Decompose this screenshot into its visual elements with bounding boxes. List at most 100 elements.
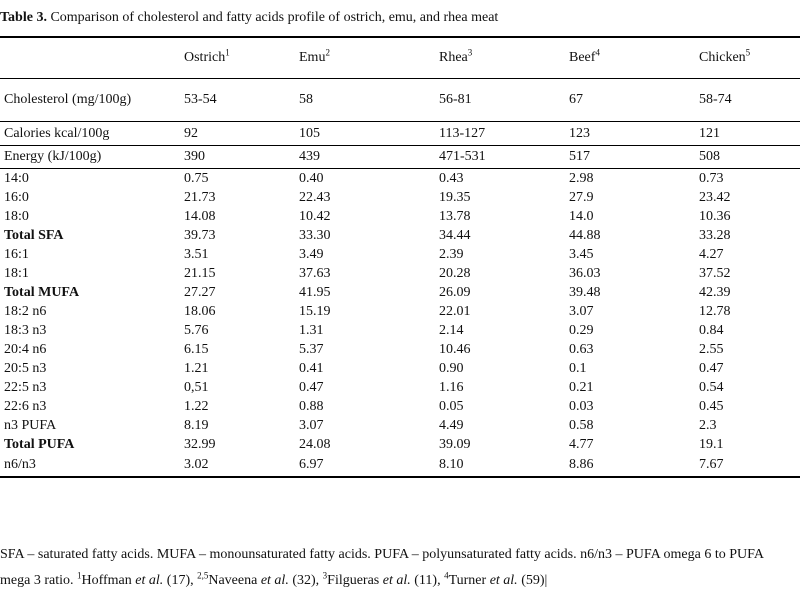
table-cell: 10.46 [439,342,471,357]
table-cell: 42.39 [699,285,731,300]
row-label: n3 PUFA [4,418,57,433]
table-cell: 92 [180,121,295,146]
table-row: n3 PUFA 8.19 3.07 4.49 0.58 2.3 [0,416,800,435]
table-cell: 14.0 [569,209,594,224]
row-label: 18:2 n6 [4,304,47,319]
header-cell: Ostrich1 [180,36,295,79]
table-row: n6/n3 3.02 6.97 8.10 8.86 7.67 [0,454,800,478]
table-cell: 0.41 [299,361,324,376]
table-cell: 7.67 [695,454,800,478]
table-row: 20:4 n6 6.15 5.37 10.46 0.63 2.55 [0,340,800,359]
table-cell: 18.06 [184,304,216,319]
table-row: 18:3 n3 5.76 1.31 2.14 0.29 0.84 [0,321,800,340]
table-cell: 0.47 [299,380,324,395]
row-label: 18:3 n3 [4,323,47,338]
table-cell: 0.54 [699,380,724,395]
row-label: 16:1 [4,247,29,262]
table-cell: 3.45 [569,247,594,262]
table-cell: 10.36 [699,209,731,224]
table-cell: 58 [295,78,435,122]
table-footnote: SFA – saturated fatty acids. MUFA – mono… [0,542,800,594]
table-cell: 0.73 [699,171,724,186]
header-cell: Emu2 [295,36,435,79]
table-cell: 37.52 [699,266,731,281]
table-row: Total SFA 39.73 33.30 34.44 44.88 33.28 [0,226,800,245]
footnote-line-2: mega 3 ratio. 1Hoffman et al. (17), 2,5N… [0,570,548,588]
table-cell: 121 [695,121,800,146]
table-caption: Table 3. Comparison of cholesterol and f… [0,10,498,26]
table-cell: 37.63 [299,266,331,281]
table-cell: 2.98 [569,171,594,186]
table-cell: 2.14 [439,323,464,338]
row-label: 20:5 n3 [4,361,47,376]
table-cell: 4.49 [439,418,464,433]
row-label: Cholesterol (mg/100g) [0,78,180,122]
table-cell: 0,51 [184,380,209,395]
table-cell: 1.31 [299,323,324,338]
table-cell: 0.21 [569,380,594,395]
header-cell: Beef4 [565,36,695,79]
table-cell: 0.1 [569,361,587,376]
table-cell: 1.22 [184,399,209,414]
table-cell: 23.42 [699,190,731,205]
table-cell: 508 [695,145,800,169]
table-row: Calories kcal/100g 92 105 113-127 123 121 [0,121,800,146]
row-label: n6/n3 [0,454,180,478]
table-cell: 3.07 [299,418,324,433]
row-label: 14:0 [4,171,29,186]
table-cell: 0.75 [184,171,209,186]
table-cell: 439 [295,145,435,169]
table-row: 18:0 14.08 10.42 13.78 14.0 10.36 [0,207,800,226]
table-row: Energy (kJ/100g) 390 439 471-531 517 508 [0,145,800,169]
row-label: Energy (kJ/100g) [0,145,180,169]
header-row: Ostrich1 Emu2 Rhea3 Beef4 Chicken5 [0,36,800,79]
table-row: 16:0 21.73 22.43 19.35 27.9 23.42 [0,188,800,207]
table-cell: 8.86 [565,454,695,478]
table-cell: 53-54 [180,78,295,122]
table-cell: 3.02 [180,454,295,478]
table-cell: 56-81 [435,78,565,122]
table-cell: 21.73 [184,190,216,205]
table-cell: 1.16 [439,380,464,395]
table-cell: 3.07 [569,304,594,319]
table-cell: 6.97 [295,454,435,478]
table-cell: 0.47 [699,361,724,376]
table-cell: 0.29 [569,323,594,338]
table-cell: 24.08 [299,437,331,452]
table-cell: 0.05 [439,399,464,414]
header-cell: Chicken5 [695,36,800,79]
table-cell: 0.58 [569,418,594,433]
table-row: Total MUFA 27.27 41.95 26.09 39.48 42.39 [0,283,800,302]
table-cell: 39.09 [439,437,471,452]
table-cell: 15.19 [299,304,331,319]
row-label: 22:6 n3 [4,399,47,414]
table-cell: 14.08 [184,209,216,224]
table-cell: 4.27 [699,247,724,262]
table-cell: 27.27 [184,285,216,300]
table-cell: 123 [565,121,695,146]
table-cell: 5.37 [299,342,324,357]
table-cell: 26.09 [439,285,471,300]
row-label: 16:0 [4,190,29,205]
table-title: Comparison of cholesterol and fatty acid… [46,10,499,25]
table-cell: 0.84 [699,323,724,338]
table-cell: 39.48 [569,285,601,300]
table-row: 22:6 n3 1.22 0.88 0.05 0.03 0.45 [0,397,800,416]
row-label: 20:4 n6 [4,342,47,357]
table-cell: 12.78 [699,304,731,319]
table-row: 20:5 n3 1.21 0.41 0.90 0.1 0.47 [0,359,800,378]
table-row: 16:1 3.51 3.49 2.39 3.45 4.27 [0,245,800,264]
table-cell: 2.39 [439,247,464,262]
table-row: 22:5 n3 0,51 0.47 1.16 0.21 0.54 [0,378,800,397]
table-cell: 0.45 [699,399,724,414]
table-cell: 0.40 [299,171,324,186]
table-cell: 44.88 [569,228,601,243]
table-cell: 0.43 [439,171,464,186]
row-label: 22:5 n3 [4,380,47,395]
row-label: Total PUFA [4,437,75,452]
table-row: Cholesterol (mg/100g) 53-54 58 56-81 67 58-74 [0,78,800,122]
table-cell: 5.76 [184,323,209,338]
table-cell: 27.9 [569,190,594,205]
table-cell: 33.30 [299,228,331,243]
table-cell: 20.28 [439,266,471,281]
